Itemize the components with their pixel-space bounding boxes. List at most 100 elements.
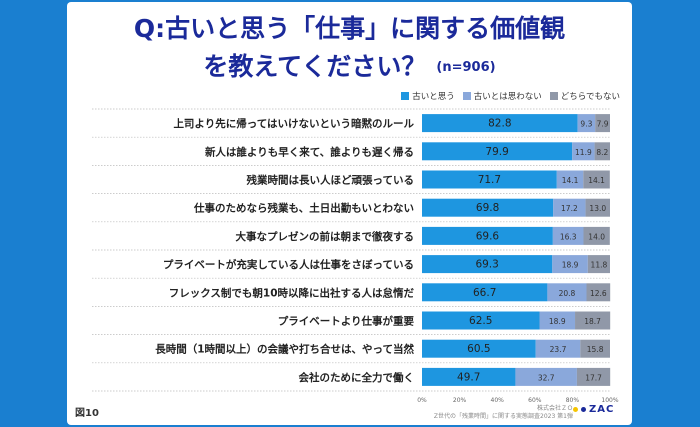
bar-segment bbox=[422, 142, 573, 161]
bar-segment bbox=[553, 198, 586, 217]
category-label: 仕事のためなら残業も、土日出勤もいとわない bbox=[193, 202, 414, 215]
bar-segment bbox=[552, 226, 584, 245]
bar-segment bbox=[594, 142, 610, 161]
legend-swatch-3 bbox=[549, 92, 558, 100]
category-label: 会社のために全力で働く bbox=[299, 371, 415, 384]
data-label: 17.2 bbox=[561, 204, 578, 213]
x-tick-label: 60% bbox=[528, 397, 542, 404]
bar-segment bbox=[422, 283, 548, 302]
data-label: 13.0 bbox=[589, 204, 606, 213]
data-label: 8.2 bbox=[596, 148, 608, 157]
data-label: 62.5 bbox=[469, 315, 492, 327]
bar-segment bbox=[587, 255, 610, 274]
x-tick-label: 100% bbox=[601, 397, 618, 404]
bar-segment bbox=[575, 311, 611, 330]
x-tick-label: 40% bbox=[491, 397, 505, 404]
data-label: 16.3 bbox=[560, 232, 577, 241]
legend-label-1: 古いと思う bbox=[412, 92, 455, 102]
legend-item-3: どちらでもない bbox=[549, 90, 620, 102]
category-label: 大事なプレゼンの前は朝まで徹夜する bbox=[236, 230, 415, 243]
bar-segment bbox=[422, 311, 540, 330]
bar-segment bbox=[583, 170, 610, 189]
data-label: 14.0 bbox=[588, 232, 605, 241]
bar-segment bbox=[547, 283, 587, 302]
data-label: 60.5 bbox=[467, 343, 490, 355]
category-label: 新人は誰よりも早く来て、誰よりも遅く帰る bbox=[205, 145, 414, 158]
chart-card: Q:古いと思う「仕事」に関する価値観 を教えてください？ (n=906) 古いと思… bbox=[67, 2, 632, 425]
bar-segment bbox=[552, 255, 588, 274]
x-tick-label: 20% bbox=[453, 397, 467, 404]
bar-segment bbox=[539, 311, 576, 330]
data-label: 12.6 bbox=[590, 289, 607, 298]
data-label: 66.7 bbox=[473, 287, 496, 299]
x-tick-label: 80% bbox=[566, 397, 580, 404]
data-label: 20.8 bbox=[559, 289, 576, 298]
logo-dot-yellow bbox=[573, 407, 578, 412]
data-label: 49.7 bbox=[457, 371, 480, 383]
category-label: 長時間（1時間以上）の会議や打ち合せは、やって当然 bbox=[155, 343, 414, 356]
bar-segment bbox=[576, 367, 611, 386]
data-label: 14.1 bbox=[562, 176, 579, 185]
bar-segment bbox=[577, 114, 596, 133]
data-label: 82.8 bbox=[488, 118, 511, 130]
source-survey: Z世代の「残業時間」に関する実態調査2023 第1弾 bbox=[433, 413, 573, 420]
data-label: 79.9 bbox=[485, 146, 508, 158]
bar-segment bbox=[422, 226, 553, 245]
bar-segment bbox=[422, 170, 557, 189]
data-label: 71.7 bbox=[478, 174, 501, 186]
legend-label-2: 古いとは思わない bbox=[473, 92, 542, 102]
category-label: 上司より先に帰ってはいけないという暗黙のルール bbox=[173, 117, 414, 130]
bar-segment bbox=[515, 367, 577, 386]
bar-segment bbox=[580, 339, 610, 358]
data-label: 18.9 bbox=[562, 261, 579, 270]
legend-label-3: どちらでもない bbox=[560, 92, 620, 102]
data-label: 32.7 bbox=[538, 373, 555, 382]
legend-item-2: 古いとは思わない bbox=[462, 90, 542, 102]
legend-item-1: 古いと思う bbox=[401, 90, 455, 102]
bar-segment bbox=[556, 170, 584, 189]
logo-dot-blue bbox=[581, 407, 586, 412]
source-company: 株式会社ＺＯ bbox=[536, 405, 573, 412]
category-label: 残業時間は長い人ほど頑張っている bbox=[247, 174, 414, 187]
category-label: フレックス制でも朝10時以降に出社する人は怠惰だ bbox=[169, 286, 415, 299]
data-label: 14.1 bbox=[588, 176, 605, 185]
legend-swatch-2 bbox=[462, 92, 471, 100]
data-label: 69.3 bbox=[475, 259, 498, 271]
bar-segment bbox=[583, 226, 610, 245]
data-label: 11.9 bbox=[575, 148, 592, 157]
data-label: 23.7 bbox=[550, 345, 567, 354]
data-label: 17.7 bbox=[585, 373, 602, 382]
x-tick-label: 0% bbox=[417, 397, 427, 404]
chart-title-line2-text: を教えてください？ bbox=[203, 52, 427, 81]
data-label: 69.8 bbox=[476, 202, 499, 214]
bar-segment bbox=[586, 283, 611, 302]
data-label: 11.8 bbox=[591, 261, 608, 270]
chart-title-line2: を教えてください？ (n=906) bbox=[67, 52, 632, 83]
data-label: 18.7 bbox=[584, 317, 601, 326]
figure-label: 図10 bbox=[75, 408, 99, 419]
category-label: プライベートが充実している人は仕事をさぼっている bbox=[163, 258, 414, 271]
bar-segment bbox=[422, 198, 554, 217]
source-note: 株式会社ＺＯ Z世代の「残業時間」に関する実態調査2023 第1弾 bbox=[423, 405, 573, 421]
bar-segment bbox=[422, 114, 578, 133]
bar-segment bbox=[535, 339, 581, 358]
data-label: 69.6 bbox=[476, 230, 500, 242]
legend-swatch-1 bbox=[401, 92, 410, 100]
bar-segment bbox=[572, 142, 595, 161]
bar-segment bbox=[422, 339, 536, 358]
data-label: 7.9 bbox=[597, 120, 609, 129]
sample-size-label: (n=906) bbox=[436, 60, 496, 75]
zac-logo: ZAC bbox=[573, 404, 614, 415]
data-label: 18.9 bbox=[549, 317, 566, 326]
bar-segment bbox=[595, 114, 610, 133]
stacked-bar-chart: 上司より先に帰ってはいけないという暗黙のルール 82.8 9.3 7.9 新人は誰よりも… bbox=[92, 108, 619, 404]
bar-segment bbox=[422, 367, 516, 386]
chart-legend: 古いと思う 古いとは思わない どちらでもない bbox=[401, 90, 620, 102]
chart-title-line1: Q:古いと思う「仕事」に関する価値観 bbox=[133, 14, 566, 43]
data-label: 15.8 bbox=[587, 345, 604, 354]
data-label: 9.3 bbox=[580, 120, 592, 129]
bar-segment bbox=[585, 198, 610, 217]
bar-segment bbox=[422, 255, 553, 274]
category-label: プライベートより仕事が重要 bbox=[278, 315, 415, 328]
logo-text: ZAC bbox=[589, 404, 615, 415]
